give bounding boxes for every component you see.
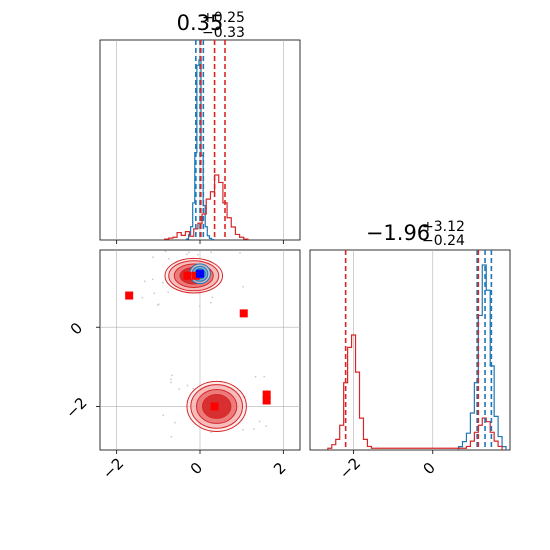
scatter-dot [211, 296, 214, 299]
title-param1-median: 0.35 [177, 11, 224, 35]
title-param2-plus: +3.12 [422, 219, 465, 235]
scatter-dot [192, 387, 195, 390]
scatter-dot [151, 278, 154, 281]
marginal-param2-marks [327, 250, 507, 450]
scatter-dot [141, 296, 144, 299]
scatter-dot [254, 375, 257, 378]
scatter-dot [263, 375, 266, 378]
scatter-dot [178, 388, 181, 391]
title-param1: 0.35 [177, 11, 224, 35]
scatter-dot [196, 253, 199, 256]
tick-label-joint-y-1: 0 [67, 319, 86, 338]
scatter-dot [157, 244, 159, 246]
scatter-dot [186, 253, 189, 256]
title-param2: −1.96 [366, 221, 430, 245]
marker-red-5 [262, 396, 271, 405]
marginal-param2-panel [309, 249, 511, 451]
scatter-dot [153, 292, 156, 295]
scatter-dot [252, 427, 255, 430]
chart-marks: −2 0 2 −2 0 −2 0 [62, 40, 507, 483]
scatter-dot [143, 280, 146, 283]
tick-label-right-x-0: −2 [336, 454, 364, 482]
scatter-dot [168, 246, 170, 248]
scatter-dot [258, 420, 261, 423]
scatter-dot [170, 435, 173, 438]
joint-marks [125, 244, 271, 438]
title-param1-minus: −0.33 [202, 25, 245, 41]
marker-red-4 [262, 390, 271, 399]
scatter-dot [174, 421, 176, 424]
tick-label-joint-x-0: −2 [99, 454, 127, 482]
scatter-dot [209, 301, 212, 304]
marker-red-1 [183, 271, 192, 280]
scatter-dot [198, 304, 201, 307]
tick-label-joint-y-0: −2 [62, 394, 90, 422]
scatter-dot [167, 291, 170, 294]
hist-param1-red [163, 174, 249, 240]
title-param2-minus: −0.24 [422, 233, 465, 249]
scatter-dot [170, 381, 172, 384]
scatter-dot [239, 252, 241, 254]
marginal-param1-marks [163, 40, 249, 240]
hist-param2-red [327, 334, 503, 450]
marker-red-6 [210, 402, 219, 411]
tick-label-joint-x-1: 0 [187, 459, 206, 478]
scatter-dot [242, 428, 244, 431]
scatter-dot [152, 256, 155, 259]
scatter-dot [210, 251, 213, 254]
scatter-dot [210, 431, 213, 434]
hist-param2-blue [457, 264, 507, 450]
scatter-dot [188, 251, 190, 254]
marker-red-3 [239, 309, 248, 318]
tick-label-right-x-1: 0 [419, 459, 438, 478]
scatter-dot [156, 304, 159, 306]
scatter-dot [161, 281, 164, 284]
scatter-dot [186, 384, 189, 387]
scatter-dot [171, 374, 174, 377]
scatter-dot [164, 250, 167, 253]
marker-red-0 [125, 291, 134, 300]
scatter-dot [265, 425, 267, 428]
marker-red-2 [191, 271, 200, 280]
scatter-dot [162, 414, 165, 417]
title-param2-median: −1.96 [366, 221, 430, 245]
marker-blue-0 [196, 269, 204, 278]
scatter-dot [170, 378, 173, 381]
title-param1-plus: +0.25 [202, 10, 245, 26]
scatter-dot [242, 285, 244, 288]
tick-label-joint-x-2: 2 [270, 459, 289, 478]
scatter-dot [167, 257, 170, 260]
marginal-param2-frame [309, 249, 511, 451]
